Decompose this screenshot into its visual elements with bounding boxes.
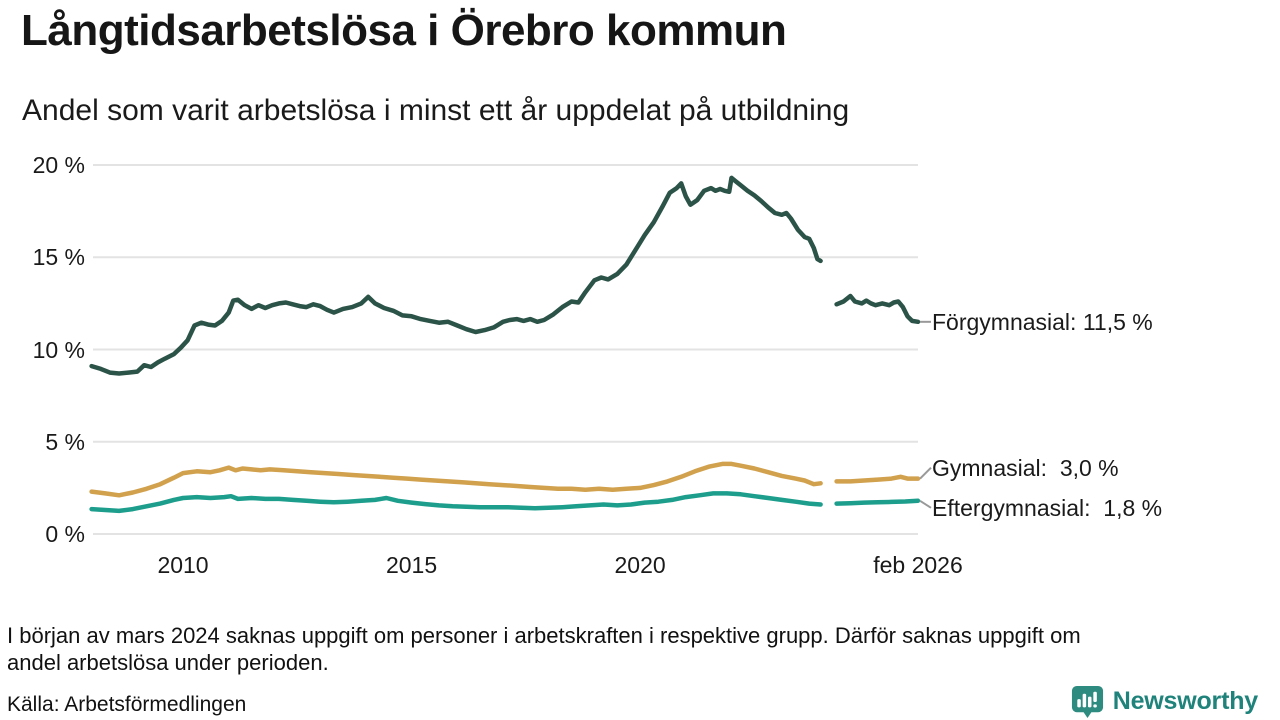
y-axis-tick-label: 5 % bbox=[45, 428, 85, 455]
page-subtitle: Andel som varit arbetslösa i minst ett å… bbox=[22, 94, 850, 127]
series-label-eftergymnasial: Eftergymnasial: 1,8 % bbox=[932, 494, 1163, 521]
footnote-line: andel arbetslösa under perioden. bbox=[7, 650, 329, 675]
page-title: Långtidsarbetslösa i Örebro kommun bbox=[21, 6, 787, 55]
series-line-gymnasial bbox=[89, 461, 823, 498]
x-axis-tick-label: 2010 bbox=[157, 552, 209, 578]
y-axis-tick-label: 15 % bbox=[32, 244, 85, 271]
series-line-eftergymnasial bbox=[834, 498, 921, 506]
series-label-gymnasial: Gymnasial: 3,0 % bbox=[932, 454, 1119, 481]
label-connector bbox=[919, 466, 932, 480]
series-label-forgymnasial: Förgymnasial: 11,5 % bbox=[932, 308, 1153, 335]
y-axis-tick-label: 10 % bbox=[32, 336, 85, 363]
series-line-forgymnasial bbox=[89, 175, 823, 376]
chart-footnote: I början av mars 2024 saknas uppgift om … bbox=[7, 622, 1257, 676]
source-credit: Källa: Arbetsförmedlingen bbox=[7, 693, 247, 716]
y-axis-tick-label: 0 % bbox=[45, 521, 85, 547]
x-axis-tick-label: 2015 bbox=[385, 552, 438, 578]
newsworthy-logo: Newsworthy bbox=[1070, 684, 1258, 719]
x-axis-tick-label: feb 2026 bbox=[873, 552, 963, 578]
label-connector bbox=[919, 499, 932, 509]
x-axis-tick-label: 2020 bbox=[614, 552, 666, 578]
y-axis-tick-label: 20 % bbox=[32, 152, 85, 178]
series-line-eftergymnasial bbox=[89, 491, 823, 514]
newsworthy-logo-text: Newsworthy bbox=[1112, 687, 1258, 715]
footnote-line: I början av mars 2024 saknas uppgift om … bbox=[7, 623, 1081, 648]
series-line-gymnasial bbox=[834, 474, 921, 484]
newsworthy-logo-icon bbox=[1071, 685, 1103, 719]
series-line-forgymnasial bbox=[834, 293, 921, 325]
